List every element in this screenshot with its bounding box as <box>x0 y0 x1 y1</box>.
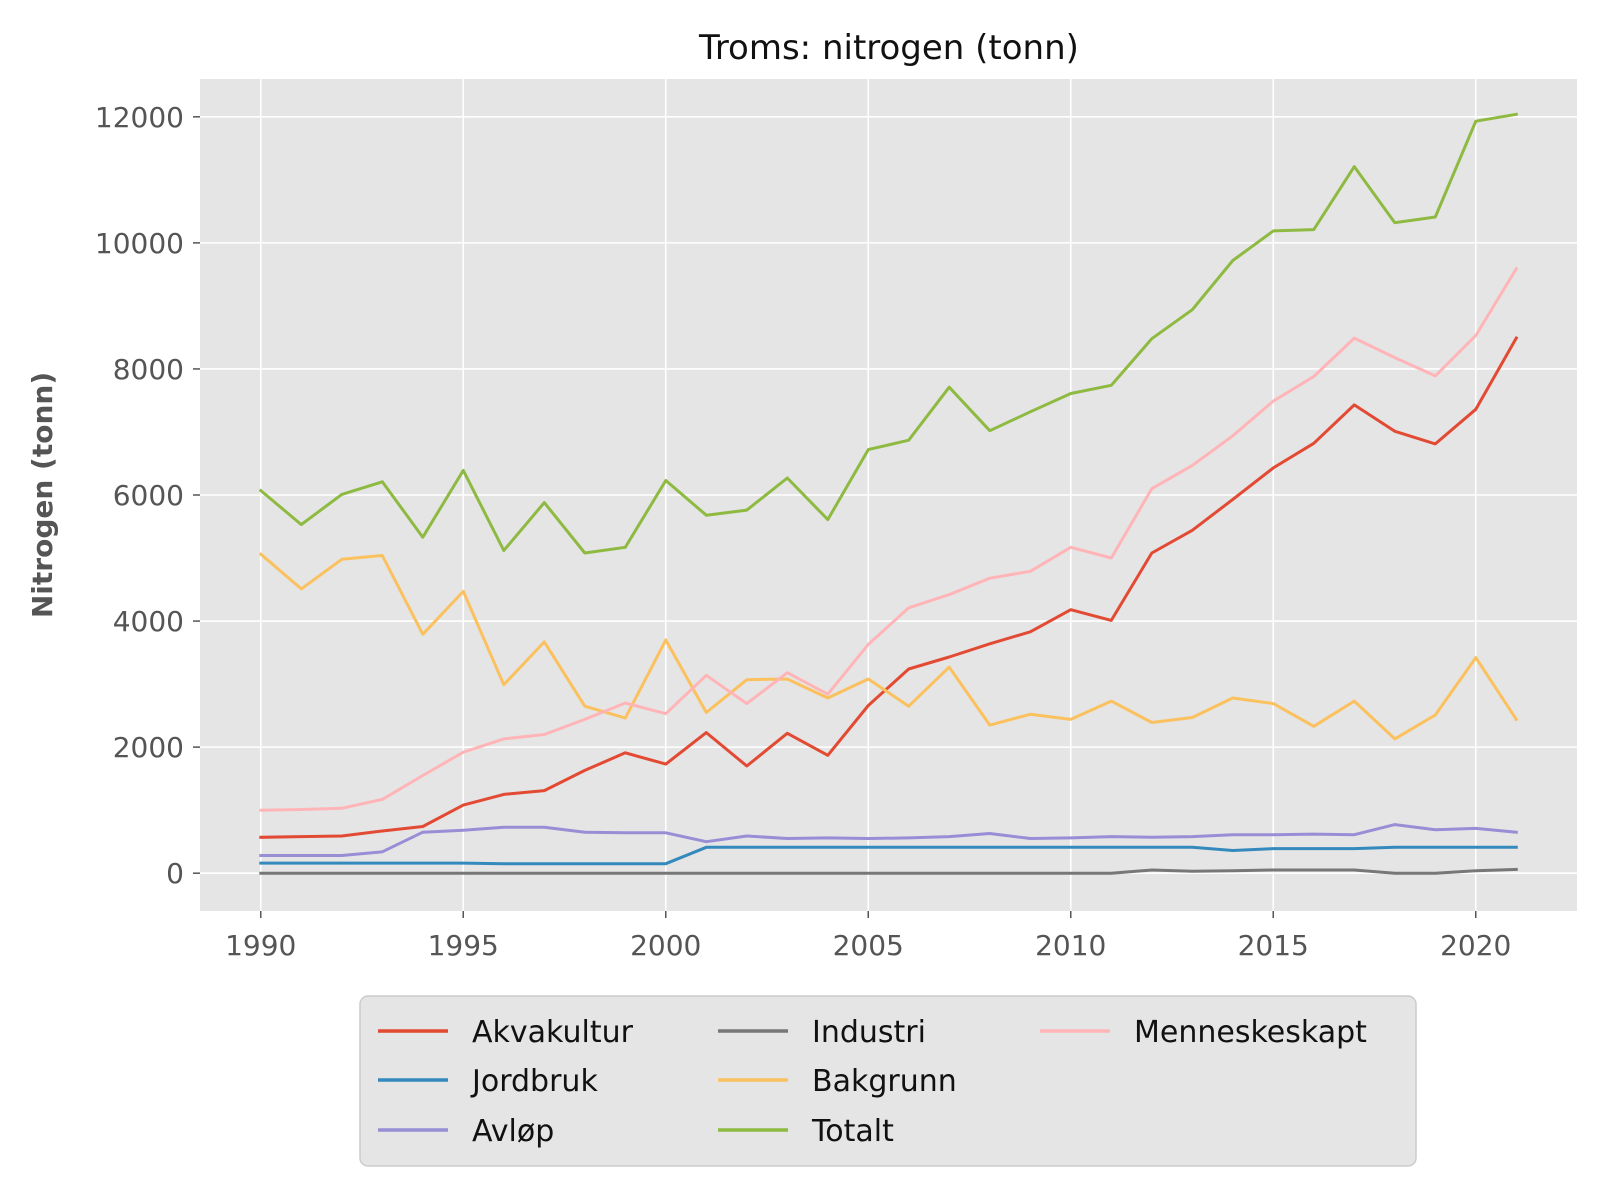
y-axis-ticks: 0 2000 4000 6000 8000 10000 12000 <box>95 101 200 890</box>
legend-label: Akvakultur <box>472 1015 634 1050</box>
legend-label: Avløp <box>472 1114 554 1149</box>
series-line-jordbruk <box>259 845 1518 866</box>
x-tick-label: 2000 <box>630 929 701 962</box>
legend-item-jordbruk: Jordbruk <box>378 1064 598 1099</box>
x-tick-label: 1990 <box>225 929 296 962</box>
legend-label: Bakgrunn <box>812 1064 957 1099</box>
y-tick-label: 8000 <box>113 353 184 386</box>
legend-label: Jordbruk <box>470 1064 598 1099</box>
y-tick-label: 12000 <box>95 101 184 134</box>
legend-item-menneskeskapt: Menneskeskapt <box>1040 1015 1367 1050</box>
series-line-avløp <box>259 823 1518 857</box>
series-line-industri <box>259 867 1518 875</box>
y-tick-label: 6000 <box>113 479 184 512</box>
legend-item-industri: Industri <box>718 1015 926 1050</box>
series-line-bakgrunn <box>258 552 1519 741</box>
legend-item-avløp: Avløp <box>378 1114 554 1149</box>
series-line-totalt <box>258 112 1519 555</box>
legend-label: Industri <box>812 1015 926 1050</box>
y-tick-label: 0 <box>166 857 184 890</box>
legend-label: Totalt <box>811 1114 894 1149</box>
x-tick-label: 2020 <box>1440 929 1511 962</box>
x-tick-label: 2005 <box>833 929 904 962</box>
x-tick-label: 2015 <box>1238 929 1309 962</box>
legend-item-bakgrunn: Bakgrunn <box>718 1064 957 1099</box>
series-lines <box>258 112 1519 875</box>
chart-title: Troms: nitrogen (tonn) <box>698 28 1079 68</box>
legend-label: Menneskeskapt <box>1134 1015 1367 1050</box>
series-line-menneskeskapt <box>259 266 1519 812</box>
y-tick-label: 4000 <box>113 605 184 638</box>
y-tick-label: 10000 <box>95 227 184 260</box>
legend: Akvakultur Jordbruk Avløp Industri Bakgrunn T… <box>359 995 1417 1167</box>
y-tick-label: 2000 <box>113 731 184 764</box>
legend-box <box>359 995 1417 1167</box>
x-tick-label: 1995 <box>428 929 499 962</box>
series-line-akvakultur <box>259 336 1519 839</box>
legend-item-akvakultur: Akvakultur <box>378 1015 634 1050</box>
x-axis-ticks: 1990 1995 2000 2005 2010 2015 2020 <box>225 911 1511 962</box>
x-tick-label: 2010 <box>1035 929 1106 962</box>
legend-item-totalt: Totalt <box>718 1114 894 1149</box>
y-axis-label: Nitrogen (tonn) <box>26 372 59 618</box>
